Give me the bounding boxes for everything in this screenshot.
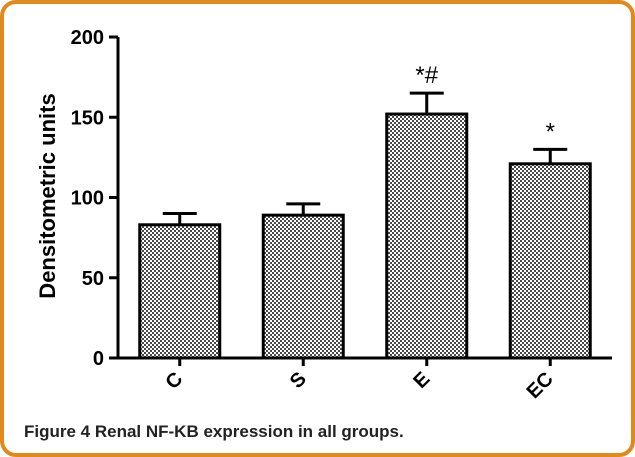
y-tick-label: 100 bbox=[71, 188, 104, 210]
y-tick-label: 150 bbox=[71, 107, 104, 129]
x-tick-label-ec: EC bbox=[523, 368, 558, 403]
figure-label: Figure 4 bbox=[24, 422, 91, 441]
x-tick-label-c: C bbox=[162, 368, 188, 394]
bar-c bbox=[138, 223, 222, 360]
figure-caption-text: Renal NF-KB expression in all groups. bbox=[90, 422, 404, 441]
significance-label-ec: * bbox=[546, 118, 555, 145]
y-tick-label: 0 bbox=[93, 348, 104, 370]
x-tick-label-e: E bbox=[409, 368, 434, 393]
figure-caption: Figure 4 Renal NF-KB expression in all g… bbox=[24, 422, 404, 442]
y-tick-label: 200 bbox=[71, 27, 104, 49]
bar-s bbox=[261, 213, 345, 360]
y-tick-label: 50 bbox=[82, 268, 104, 290]
x-tick-label-s: S bbox=[286, 368, 311, 393]
bar-ec bbox=[508, 162, 592, 360]
significance-label-e: *# bbox=[415, 62, 438, 89]
bar-e bbox=[385, 112, 469, 360]
y-axis-label: Densitometric units bbox=[35, 93, 60, 298]
